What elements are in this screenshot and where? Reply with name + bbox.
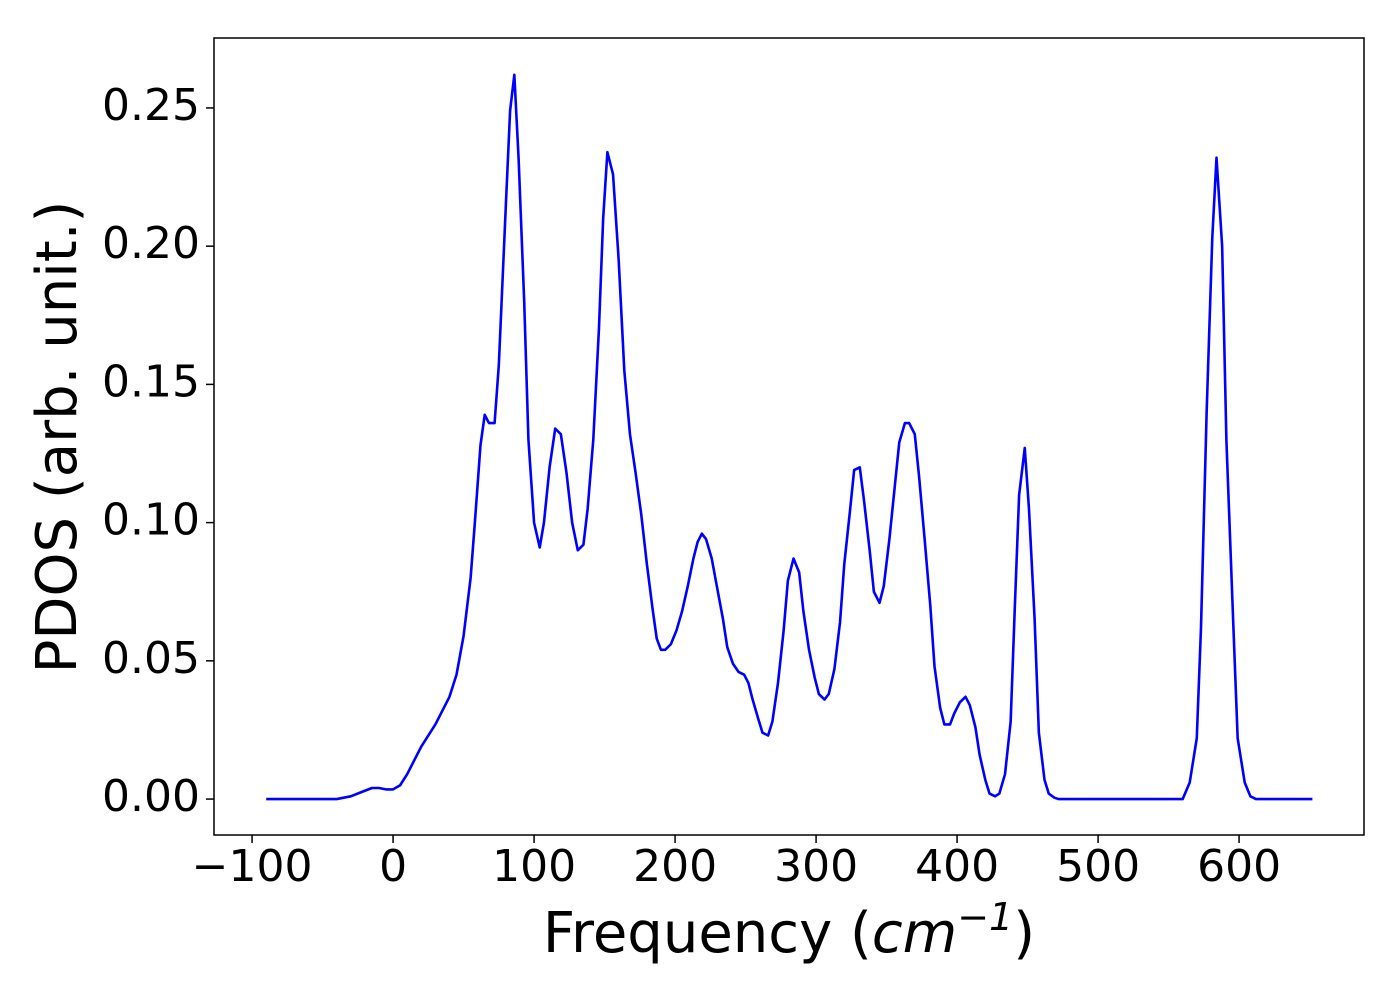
x-tick-label: 200 <box>633 841 717 892</box>
x-label-close: ) <box>1013 901 1035 966</box>
x-tick-label: 500 <box>1056 841 1140 892</box>
x-tick-label: 600 <box>1197 841 1281 892</box>
x-tick-label: 400 <box>915 841 999 892</box>
x-tick-label: 100 <box>492 841 576 892</box>
x-axis-label: Frequency (cm−1) <box>543 895 1035 966</box>
y-axis-label: PDOS (arb. unit.) <box>25 201 90 674</box>
x-tick-label: 300 <box>774 841 858 892</box>
y-tick-label: 0.20 <box>102 218 200 269</box>
y-tick-label: 0.15 <box>102 356 200 407</box>
y-tick-label: 0.10 <box>102 495 200 546</box>
line-series <box>266 73 1313 801</box>
x-tick-label: −100 <box>192 841 313 892</box>
x-label-unit: cm <box>872 901 957 966</box>
x-tick-label: 0 <box>379 841 407 892</box>
x-label-text: Frequency ( <box>543 901 872 966</box>
y-tick-label: 0.25 <box>102 80 200 131</box>
y-tick-label: 0.05 <box>102 633 200 684</box>
y-tick-label: 0.00 <box>102 771 200 822</box>
x-label-exponent: −1 <box>957 895 1013 939</box>
plot-frame <box>213 37 1365 836</box>
